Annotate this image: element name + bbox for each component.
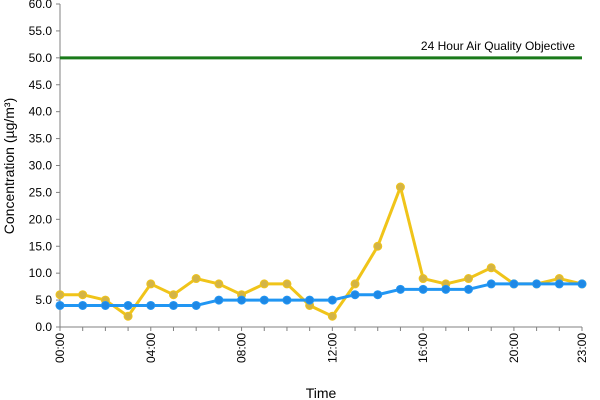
y-tick-label: 15.0 [29, 239, 53, 253]
series-group [55, 182, 587, 321]
data-point [464, 274, 474, 284]
data-point [191, 274, 201, 284]
data-point [464, 284, 474, 294]
data-point [395, 182, 405, 192]
data-point [486, 263, 496, 273]
y-tick-label: 5.0 [35, 293, 52, 307]
y-tick-label: 20.0 [29, 212, 53, 226]
x-tick-label: 20:00 [507, 333, 521, 363]
y-tick-label: 50.0 [29, 51, 53, 65]
data-point [55, 290, 65, 300]
data-point [282, 279, 292, 289]
x-tick-label: 08:00 [235, 333, 249, 363]
data-point [350, 279, 360, 289]
data-point [554, 279, 564, 289]
data-point [123, 311, 133, 321]
y-axis-ticks: 0.0 5.0 10.0 15.0 20.0 25.0 30.0 35.0 40.0 45.0 50… [29, 0, 60, 334]
data-point [532, 279, 542, 289]
data-point [509, 279, 519, 289]
y-tick-label: 35.0 [29, 132, 53, 146]
data-point [259, 295, 269, 305]
data-point [327, 311, 337, 321]
reference-line-group: 24 Hour Air Quality Objective [60, 39, 582, 60]
data-point [146, 300, 156, 310]
data-point [168, 300, 178, 310]
data-point [486, 279, 496, 289]
data-point [214, 295, 224, 305]
data-point [146, 279, 156, 289]
y-tick-label: 40.0 [29, 105, 53, 119]
x-tick-label: 16:00 [416, 333, 430, 363]
data-point [214, 279, 224, 289]
y-tick-label: 10.0 [29, 266, 53, 280]
data-point [373, 290, 383, 300]
data-point [191, 300, 201, 310]
x-axis-ticks: 00:00 04:00 08:00 12:00 16:00 20:00 23:00 [53, 327, 589, 363]
data-point [55, 300, 65, 310]
data-point [373, 241, 383, 251]
data-point [441, 284, 451, 294]
data-point [418, 274, 428, 284]
data-point [168, 290, 178, 300]
data-point [350, 290, 360, 300]
y-tick-label: 0.0 [35, 320, 52, 334]
data-point [123, 300, 133, 310]
series-line [60, 185, 583, 318]
x-tick-label: 00:00 [53, 333, 67, 363]
data-point [577, 279, 587, 289]
x-tick-label: 04:00 [144, 333, 158, 363]
x-axis-title: Time [306, 385, 337, 400]
data-point [418, 284, 428, 294]
data-point [282, 295, 292, 305]
data-point [327, 295, 337, 305]
y-axis-title: Concentration (µg/m³) [1, 98, 17, 234]
y-tick-label: 45.0 [29, 78, 53, 92]
data-point [395, 284, 405, 294]
data-point [78, 290, 88, 300]
data-point [100, 300, 110, 310]
data-point [237, 295, 247, 305]
y-tick-label: 60.0 [29, 0, 53, 11]
data-point [259, 279, 269, 289]
y-tick-label: 30.0 [29, 159, 53, 173]
series-2 [55, 279, 587, 310]
x-tick-label: 12:00 [325, 333, 339, 363]
x-tick-label: 23:00 [575, 333, 589, 363]
y-tick-label: 55.0 [29, 24, 53, 38]
y-tick-label: 25.0 [29, 185, 53, 199]
reference-line-label: 24 Hour Air Quality Objective [421, 39, 575, 53]
data-point [78, 300, 88, 310]
data-point [305, 295, 315, 305]
